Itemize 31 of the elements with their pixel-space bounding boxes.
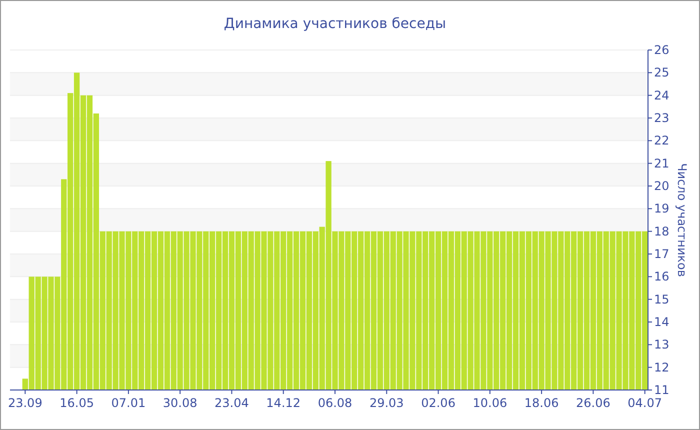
x-tick-label: 29.03 — [369, 396, 404, 410]
y-tick-label: 20 — [654, 179, 670, 193]
y-tick-label: 21 — [654, 156, 670, 170]
y-tick-label: 22 — [654, 134, 670, 148]
chart-title: Динамика участников беседы — [224, 16, 446, 32]
y-tick-label: 14 — [654, 315, 670, 329]
y-tick-label: 11 — [654, 383, 670, 397]
x-tick-label: 23.04 — [214, 396, 249, 410]
x-tick-label: 04.07 — [628, 396, 662, 410]
y-tick-label: 23 — [654, 111, 670, 125]
x-tick-label: 26.06 — [576, 396, 610, 410]
y-tick-label: 18 — [654, 224, 670, 238]
x-tick-label: 16.05 — [60, 396, 94, 410]
y-axis-title: Число участников — [675, 163, 689, 277]
x-tick-label: 18.06 — [524, 396, 559, 410]
x-tick-label: 30.08 — [162, 396, 198, 410]
x-tick-label: 06.08 — [318, 396, 352, 410]
y-tick-label: 26 — [654, 43, 670, 57]
x-tick-label: 02.06 — [421, 396, 456, 410]
y-tick-label: 17 — [654, 247, 670, 261]
x-tick-label: 23.09 — [8, 396, 42, 410]
y-tick-label: 25 — [654, 66, 670, 80]
y-tick-label: 13 — [654, 338, 670, 352]
x-tick-label: 07.01 — [111, 396, 146, 410]
y-tick-label: 24 — [654, 88, 670, 102]
y-tick-label: 12 — [654, 360, 670, 374]
x-tick-label: 14.12 — [266, 396, 301, 410]
y-tick-label: 16 — [654, 270, 670, 284]
y-tick-label: 15 — [654, 292, 670, 306]
y-tick-label: 19 — [654, 202, 670, 216]
x-tick-label: 10.06 — [472, 396, 508, 410]
